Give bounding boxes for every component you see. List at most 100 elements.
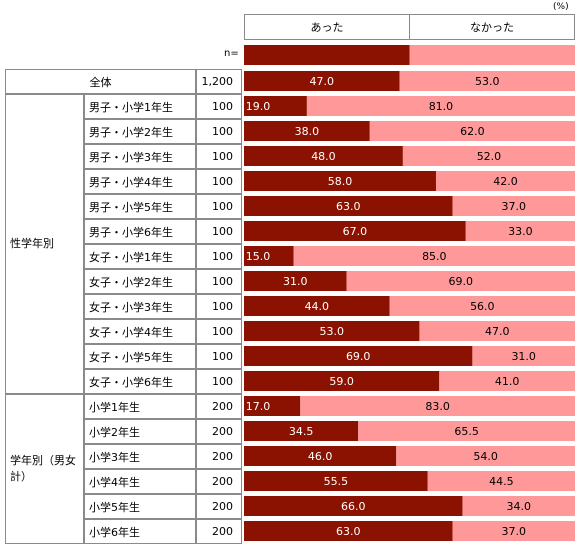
legend-swatch-yes <box>244 45 410 65</box>
bar-no <box>427 471 575 491</box>
bar-yes <box>244 296 390 316</box>
bar-yes <box>244 471 428 491</box>
n-value: 100 <box>196 144 242 169</box>
row-label: 男子・小学6年生 <box>84 219 196 244</box>
bar-yes <box>244 71 400 91</box>
data-label-yes: 59.0 <box>329 375 354 388</box>
row-label: 男子・小学2年生 <box>84 119 196 144</box>
n-value: 100 <box>196 269 242 294</box>
n-value: 100 <box>196 294 242 319</box>
bar-yes <box>244 371 440 391</box>
data-label-yes: 15.0 <box>246 250 271 263</box>
bar-no <box>452 521 575 541</box>
bar-no <box>439 371 575 391</box>
n-value: 100 <box>196 244 242 269</box>
bar-yes <box>244 446 397 466</box>
bar-yes <box>244 496 463 516</box>
data-label-yes: 47.0 <box>310 75 335 88</box>
bar-yes <box>244 271 347 291</box>
n-value: 1,200 <box>196 69 242 94</box>
row-label: 男子・小学5年生 <box>84 194 196 219</box>
data-label-no: 31.0 <box>511 350 536 363</box>
bar-yes <box>244 521 453 541</box>
data-label-no: 53.0 <box>475 75 500 88</box>
data-label-yes: 34.5 <box>289 425 314 438</box>
n-value: 100 <box>196 169 242 194</box>
bar-no <box>300 396 575 416</box>
bar-no <box>462 496 575 516</box>
bar-no <box>293 246 575 266</box>
n-value: 100 <box>196 194 242 219</box>
row-label: 小学1年生 <box>84 394 196 419</box>
bar-no <box>472 346 575 366</box>
data-label-no: 83.0 <box>425 400 450 413</box>
unit-label: (%) <box>553 2 569 12</box>
n-value: 100 <box>196 369 242 394</box>
data-label-yes: 38.0 <box>295 125 320 138</box>
row-label: 小学6年生 <box>84 519 196 544</box>
bar-yes <box>244 171 436 191</box>
bar-no <box>396 446 575 466</box>
bar-yes <box>244 246 294 266</box>
data-label-yes: 17.0 <box>246 400 271 413</box>
bar-no <box>435 171 575 191</box>
group-label: 性学年別 <box>5 94 84 394</box>
data-label-no: 41.0 <box>495 375 520 388</box>
row-label-total: 全体 <box>5 69 196 94</box>
data-label-yes: 69.0 <box>346 350 371 363</box>
row-label: 男子・小学1年生 <box>84 94 196 119</box>
bar-no <box>358 421 575 441</box>
n-value: 100 <box>196 344 242 369</box>
data-label-no: 52.0 <box>477 150 502 163</box>
n-value: 100 <box>196 319 242 344</box>
n-header: n= <box>224 48 239 59</box>
data-label-yes: 44.0 <box>305 300 330 313</box>
group-label: 学年別（男女計） <box>5 394 84 544</box>
bar-yes <box>244 146 403 166</box>
bar-no <box>346 271 575 291</box>
bar-no <box>369 121 575 141</box>
bar-yes <box>244 346 473 366</box>
data-label-yes: 53.0 <box>319 325 344 338</box>
data-label-yes: 48.0 <box>311 150 336 163</box>
row-label: 小学3年生 <box>84 444 196 469</box>
bar-no <box>306 96 575 116</box>
data-label-yes: 46.0 <box>308 450 333 463</box>
bar-no <box>402 146 575 166</box>
legend-no-label: なかった <box>409 14 575 40</box>
data-label-no: 69.0 <box>449 275 474 288</box>
legend-swatch-no <box>409 45 575 65</box>
data-label-no: 37.0 <box>502 200 527 213</box>
data-label-yes: 55.5 <box>324 475 349 488</box>
bar-yes <box>244 221 466 241</box>
n-value: 100 <box>196 94 242 119</box>
row-label: 女子・小学1年生 <box>84 244 196 269</box>
row-label: 男子・小学4年生 <box>84 169 196 194</box>
data-label-no: 42.0 <box>493 175 518 188</box>
n-value: 200 <box>196 444 242 469</box>
bar-yes <box>244 421 359 441</box>
data-label-no: 65.5 <box>454 425 479 438</box>
n-value: 200 <box>196 469 242 494</box>
data-label-yes: 19.0 <box>246 100 271 113</box>
bar-no <box>452 196 575 216</box>
bar-yes <box>244 196 453 216</box>
data-label-yes: 67.0 <box>343 225 368 238</box>
row-label: 女子・小学3年生 <box>84 294 196 319</box>
data-label-no: 33.0 <box>508 225 533 238</box>
data-label-no: 37.0 <box>502 525 527 538</box>
data-label-no: 34.0 <box>506 500 531 513</box>
n-value: 200 <box>196 494 242 519</box>
data-label-yes: 63.0 <box>336 525 361 538</box>
bar-yes <box>244 121 370 141</box>
data-label-yes: 31.0 <box>283 275 308 288</box>
data-label-yes: 66.0 <box>341 500 366 513</box>
row-label: 女子・小学4年生 <box>84 319 196 344</box>
row-label: 女子・小学6年生 <box>84 369 196 394</box>
data-label-no: 81.0 <box>429 100 454 113</box>
data-label-yes: 58.0 <box>328 175 353 188</box>
data-label-no: 54.0 <box>473 450 498 463</box>
bar-no <box>389 296 575 316</box>
n-value: 200 <box>196 519 242 544</box>
